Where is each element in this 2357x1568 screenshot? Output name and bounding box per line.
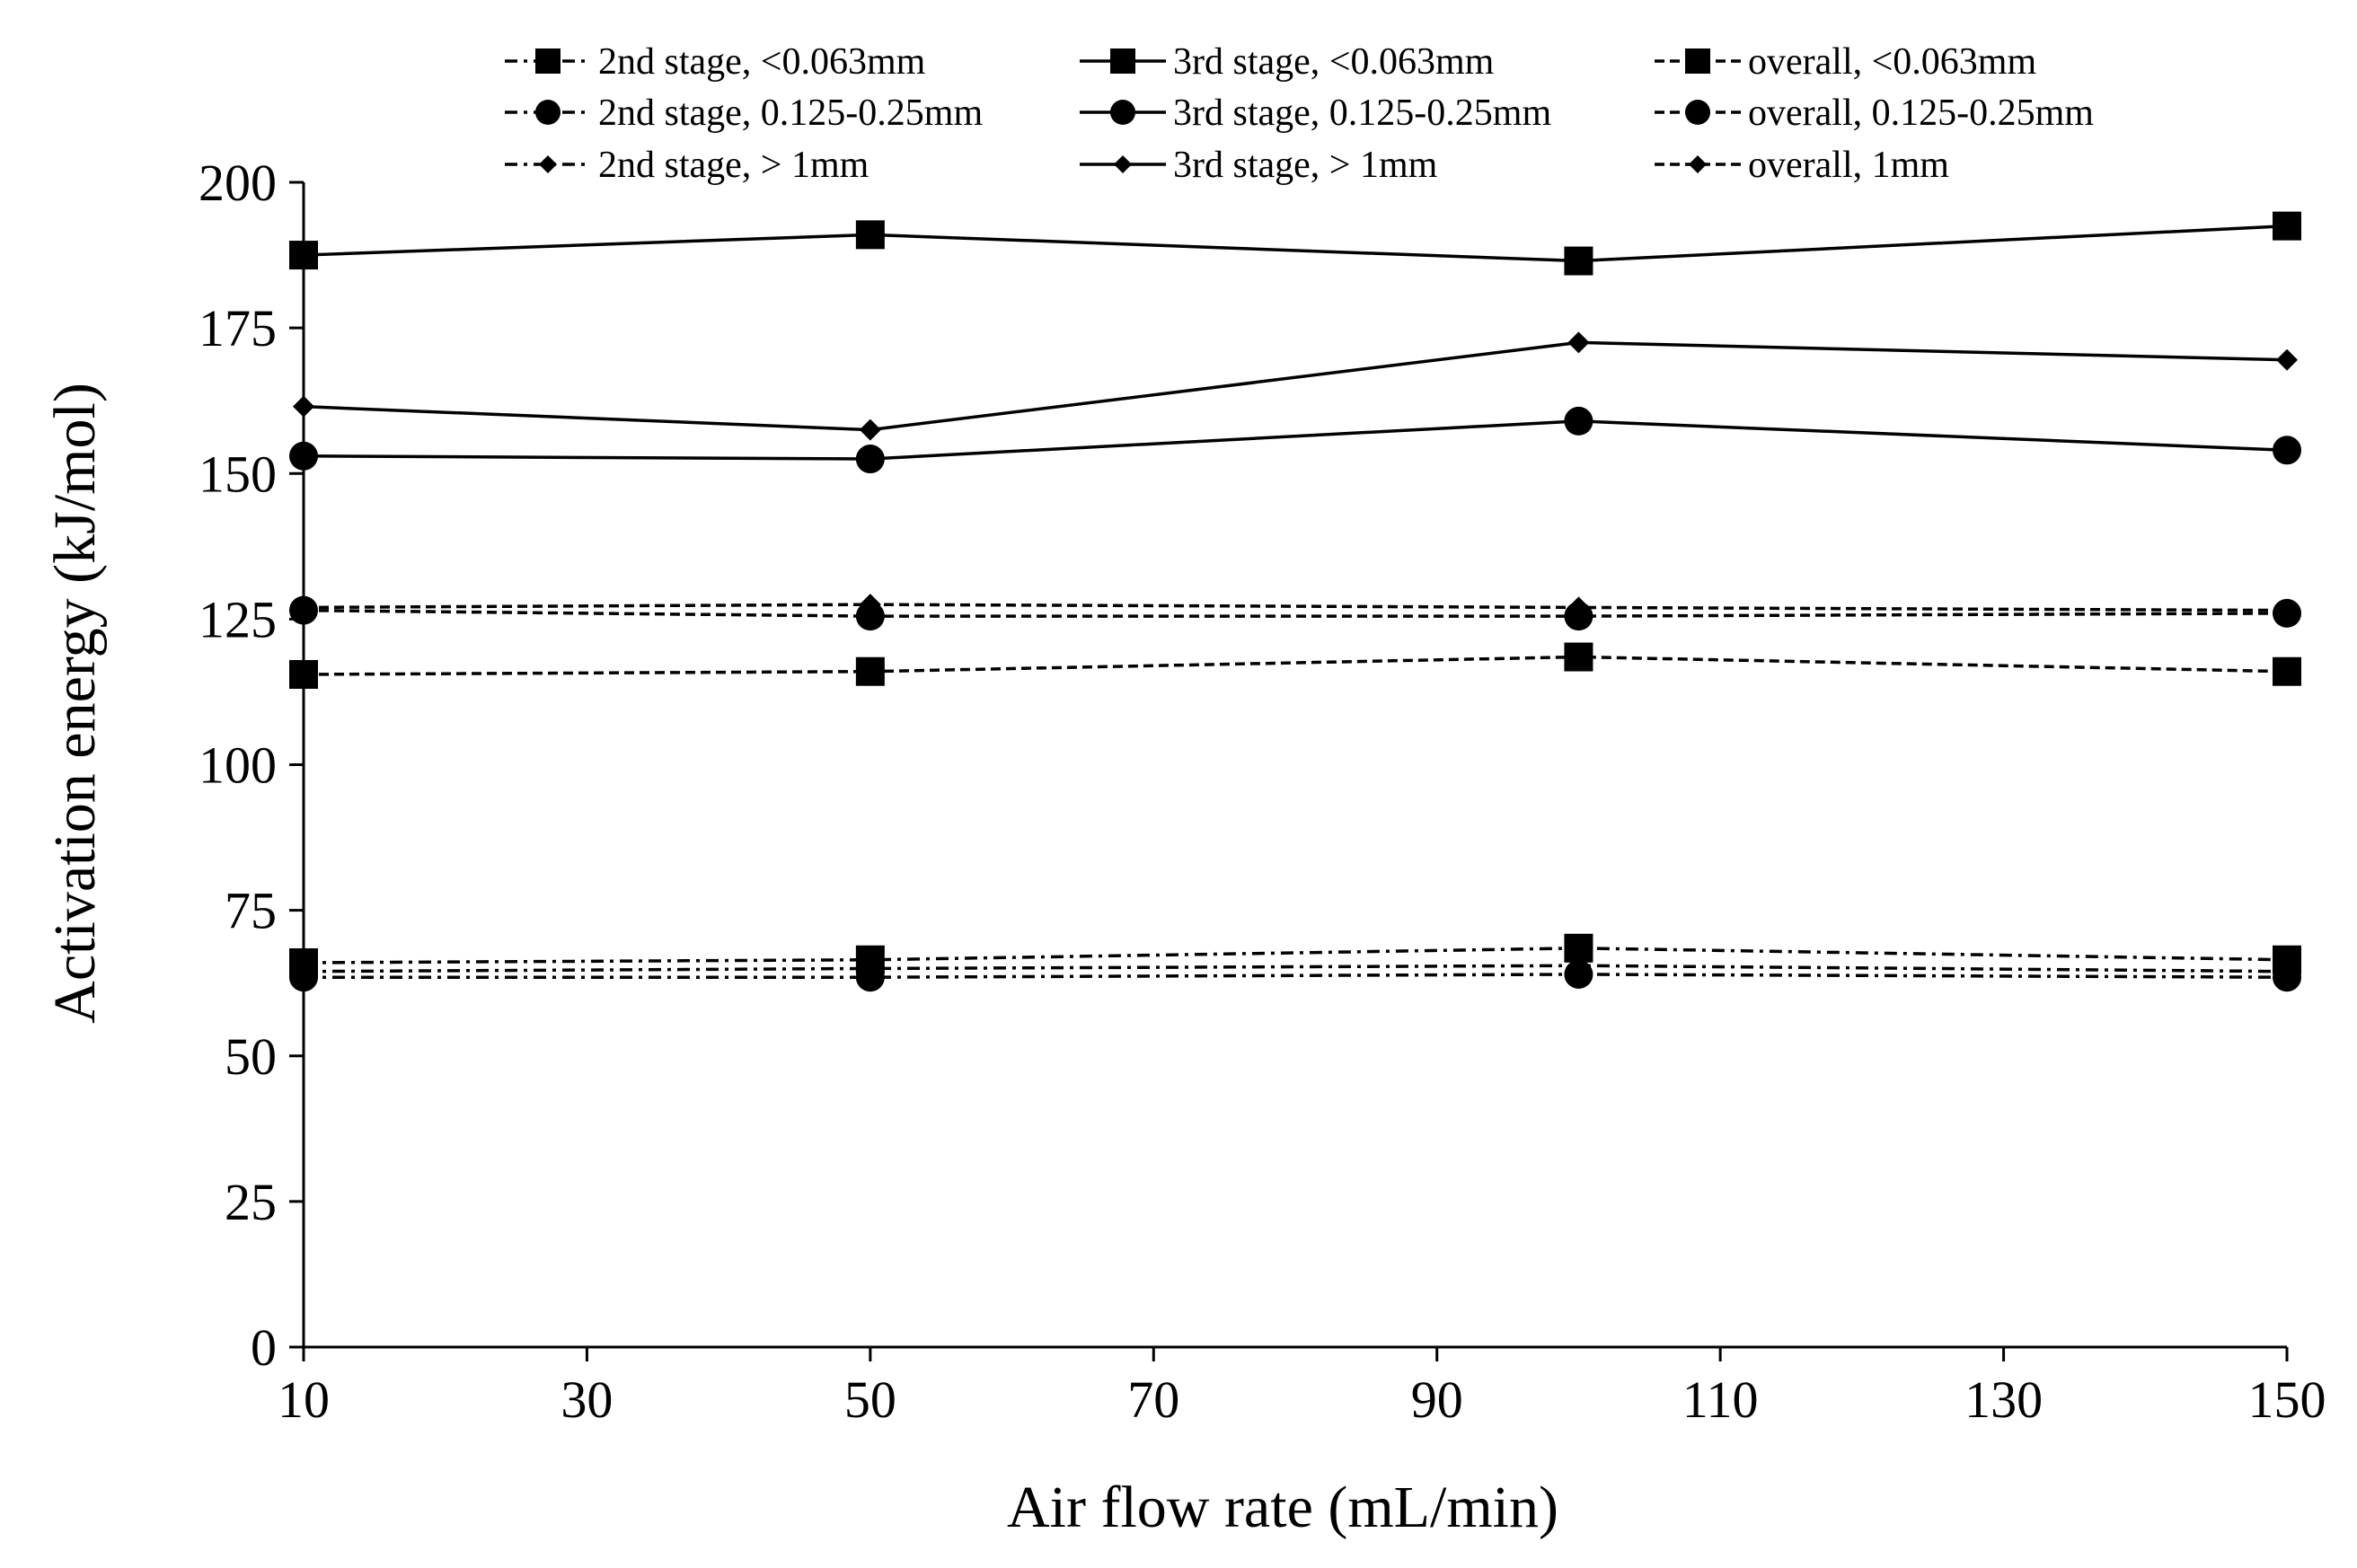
series-line [303, 603, 2288, 612]
legend-entry: overall, 0.125-0.25mm [1655, 92, 2094, 134]
data-point: 2nd stage, > 1mm: (50, 65) [859, 957, 881, 980]
legend: 2nd stage, <0.063mm 3rd stage, <0.063mm ov… [505, 41, 2094, 186]
x-tick-label: 110 [1682, 1370, 1759, 1429]
legend-marker [1689, 155, 1707, 173]
series-1: 3rd stage, <0.063mm: (10, 187.5)3rd stag… [289, 211, 2301, 276]
legend-entry: 2nd stage, > 1mm [505, 145, 870, 186]
legend-label: 2nd stage, <0.063mm [598, 41, 926, 83]
legend-entry: 3rd stage, > 1mm [1080, 145, 1438, 186]
y-tick-label: 200 [199, 154, 277, 212]
data-point: overall, <0.063mm: (100, 118.5) [1564, 642, 1593, 672]
series-4: 3rd stage, 0.125-0.25mm: (10, 153)3rd st… [289, 406, 2301, 474]
legend-label: overall, <0.063mm [1748, 41, 2036, 83]
data-point: 3rd stage, > 1mm: (50, 157.5) [859, 418, 881, 441]
legend-entry: overall, <0.063mm [1655, 41, 2036, 83]
legend-entry: 3rd stage, 0.125-0.25mm [1080, 92, 1551, 134]
legend-marker [1685, 100, 1710, 125]
series-line [303, 964, 2288, 973]
series-6: 2nd stage, > 1mm: (10, 64.5)2nd stage, >… [293, 955, 2298, 982]
data-point: 3rd stage, <0.063mm: (150, 192.5) [2273, 211, 2301, 241]
series-layer: 2nd stage, <0.063mm: (10, 66)2nd stage, … [289, 211, 2301, 992]
legend-marker [1110, 100, 1135, 125]
series-line [303, 419, 2288, 461]
series-line [303, 655, 2288, 676]
legend-marker [1110, 48, 1135, 74]
y-axis-title: Activation energy (kJ/mol) [42, 383, 108, 1024]
data-point: overall, 1mm: (100, 127) [1567, 596, 1590, 619]
legend-marker [535, 100, 561, 125]
y-tick-label: 175 [199, 299, 277, 357]
series-7: 3rd stage, > 1mm: (10, 161.5)3rd stage, … [293, 331, 2298, 441]
axes: 0 25 50 75 100 125 150 175 200 10 30 50 70 90 110 130 15… [199, 154, 2326, 1429]
data-point: 3rd stage, <0.063mm: (100, 186.5) [1564, 246, 1593, 276]
legend-entry: 3rd stage, <0.063mm [1080, 41, 1495, 83]
data-point: overall, <0.063mm: (150, 116) [2273, 656, 2301, 686]
data-point: overall, 1mm: (50, 127.5) [859, 594, 881, 616]
data-point: 2nd stage, > 1mm: (150, 64.5) [2276, 960, 2298, 982]
data-point: overall, 0.125-0.25mm: (50, 125.5) [855, 602, 885, 631]
x-tick-label: 30 [561, 1370, 613, 1429]
legend-label: 2nd stage, 0.125-0.25mm [598, 92, 983, 134]
x-tick-label: 130 [1964, 1370, 2043, 1429]
legend-marker [1114, 155, 1132, 173]
y-tick-label: 0 [251, 1318, 277, 1377]
series-5: overall, 0.125-0.25mm: (10, 126.5)overal… [289, 595, 2301, 631]
series-line [303, 608, 2288, 618]
data-point: 3rd stage, 0.125-0.25mm: (50, 152.5) [855, 445, 885, 474]
x-tick-label: 70 [1127, 1370, 1179, 1429]
legend-entry: 2nd stage, <0.063mm [505, 41, 926, 83]
x-tick-label: 150 [2248, 1370, 2326, 1429]
data-point: overall, <0.063mm: (50, 116) [855, 656, 885, 686]
series-line [303, 224, 2288, 263]
legend-label: 3rd stage, <0.063mm [1173, 41, 1495, 83]
data-point: 3rd stage, > 1mm: (100, 172.5) [1567, 331, 1590, 354]
y-tick-label: 100 [199, 736, 277, 795]
series-line [304, 973, 2288, 979]
legend-marker [535, 48, 561, 74]
y-tick-label: 25 [225, 1173, 277, 1231]
series-line [303, 947, 2288, 965]
data-point: 3rd stage, 0.125-0.25mm: (150, 154) [2273, 436, 2301, 465]
y-tick-label: 75 [225, 882, 277, 940]
legend-marker [539, 155, 557, 173]
y-tick-label: 50 [225, 1027, 277, 1086]
legend-label: 3rd stage, 0.125-0.25mm [1173, 92, 1551, 134]
x-axis-title: Air flow rate (mL/min) [1007, 1475, 1558, 1540]
data-point: overall, 1mm: (150, 126.5) [2276, 599, 2298, 621]
legend-label: overall, 1mm [1748, 145, 1949, 186]
data-point: 3rd stage, 0.125-0.25mm: (100, 159) [1564, 406, 1593, 436]
data-point: 3rd stage, > 1mm: (150, 169.5) [2276, 348, 2298, 371]
x-tick-label: 90 [1411, 1370, 1463, 1429]
y-tick-label: 125 [199, 590, 277, 648]
legend-label: 3rd stage, > 1mm [1173, 145, 1438, 186]
series-line [303, 340, 2288, 432]
data-point: 3rd stage, <0.063mm: (50, 191) [855, 220, 885, 250]
legend-entry: overall, 1mm [1655, 145, 1949, 186]
legend-marker [1685, 48, 1710, 74]
x-tick-label: 50 [844, 1370, 896, 1429]
legend-label: 2nd stage, > 1mm [598, 145, 870, 186]
data-point: 2nd stage, > 1mm: (100, 65.5) [1567, 955, 1590, 977]
y-tick-label: 150 [199, 445, 277, 503]
series-8: overall, 1mm: (10, 127)overall, 1mm: (50… [293, 594, 2298, 621]
legend-label: overall, 0.125-0.25mm [1748, 92, 2094, 134]
x-tick-label: 10 [278, 1370, 330, 1429]
series-3: 2nd stage, 0.125-0.25mm: (10, 63.5)2nd s… [289, 959, 2301, 992]
legend-entry: 2nd stage, 0.125-0.25mm [505, 92, 983, 134]
series-2: overall, <0.063mm: (10, 115.5)overall, <… [289, 642, 2301, 689]
